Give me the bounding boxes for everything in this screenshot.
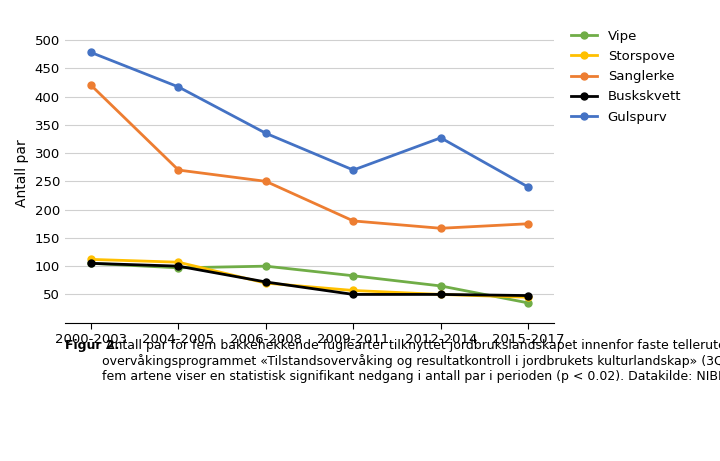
Y-axis label: Antall par: Antall par	[15, 139, 29, 207]
Line: Gulspurv: Gulspurv	[88, 49, 531, 190]
Sanglerke	[524, 221, 533, 226]
Vipe	[261, 263, 270, 269]
Storspove	[524, 295, 533, 300]
Sanglerke	[436, 225, 445, 231]
Gulspurv	[261, 130, 270, 136]
Sanglerke	[349, 218, 358, 224]
Vipe	[524, 300, 533, 306]
Buskskvett	[261, 279, 270, 285]
Gulspurv	[349, 167, 358, 173]
Vipe	[174, 265, 183, 271]
Vipe	[349, 273, 358, 278]
Buskskvett	[524, 293, 533, 298]
Vipe	[436, 283, 445, 289]
Sanglerke	[261, 178, 270, 184]
Line: Sanglerke: Sanglerke	[88, 82, 531, 232]
Buskskvett	[86, 260, 95, 266]
Gulspurv	[436, 135, 445, 141]
Text: Antall par for fem bakkehekkende fuglearter tilknyttet jordbrukslandskapet innen: Antall par for fem bakkehekkende fuglear…	[102, 339, 720, 383]
Text: Figur 2.: Figur 2.	[65, 339, 120, 352]
Storspove	[174, 260, 183, 265]
Line: Vipe: Vipe	[88, 260, 531, 307]
Vipe	[86, 260, 95, 266]
Line: Buskskvett: Buskskvett	[88, 260, 531, 299]
Legend: Vipe, Storspove, Sanglerke, Buskskvett, Gulspurv: Vipe, Storspove, Sanglerke, Buskskvett, …	[571, 30, 681, 124]
Gulspurv	[524, 184, 533, 190]
Buskskvett	[174, 263, 183, 269]
Sanglerke	[86, 83, 95, 88]
Storspove	[436, 292, 445, 297]
Line: Storspove: Storspove	[88, 256, 531, 301]
Buskskvett	[436, 292, 445, 297]
Storspove	[261, 280, 270, 286]
Gulspurv	[86, 50, 95, 55]
Buskskvett	[349, 292, 358, 297]
Sanglerke	[174, 167, 183, 173]
Storspove	[86, 257, 95, 262]
Gulspurv	[174, 84, 183, 90]
Storspove	[349, 288, 358, 293]
